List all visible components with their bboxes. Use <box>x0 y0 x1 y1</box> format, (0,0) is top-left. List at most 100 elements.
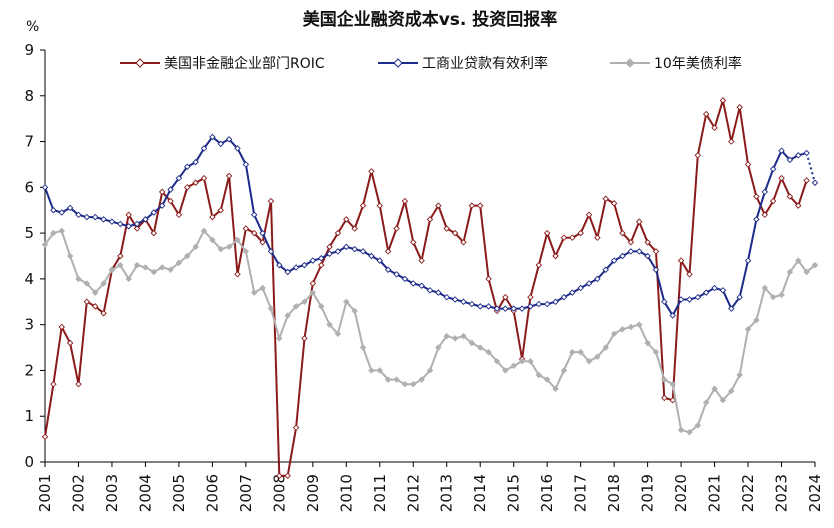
data-point-roic <box>627 239 635 246</box>
data-point-roic <box>158 188 166 196</box>
data-point-loan-rate <box>359 248 367 255</box>
data-point-loan-rate <box>384 266 392 273</box>
data-point-treasury <box>518 358 526 365</box>
data-point-loan-rate <box>150 209 158 216</box>
x-tick-label: 2014 <box>471 474 489 512</box>
y-tick-label: 0 <box>24 453 34 471</box>
data-point-roic <box>552 252 559 260</box>
data-point-roic <box>502 293 509 301</box>
x-tick-label: 2011 <box>371 474 389 512</box>
data-point-treasury <box>58 227 65 235</box>
data-point-treasury <box>426 367 434 374</box>
data-point-roic <box>418 257 425 264</box>
x-tick-label: 2017 <box>572 474 590 512</box>
data-point-roic <box>569 234 576 241</box>
data-point-treasury <box>636 321 643 328</box>
data-point-loan-rate <box>728 305 735 312</box>
data-point-roic <box>401 197 409 205</box>
legend-item-loan-rate: 工商业贷款有效利率 <box>378 55 548 72</box>
data-point-loan-rate <box>451 296 459 303</box>
data-point-treasury <box>602 344 609 351</box>
data-point-loan-rate <box>242 161 250 168</box>
data-point-treasury <box>552 385 559 392</box>
data-point-roic <box>468 202 476 209</box>
data-point-roic <box>560 234 568 241</box>
data-point-treasury <box>443 332 450 340</box>
data-point-loan-rate <box>795 152 802 159</box>
data-point-treasury <box>711 385 718 392</box>
data-point-roic <box>661 394 668 402</box>
data-point-roic <box>234 271 241 278</box>
data-point-roic <box>485 275 492 283</box>
data-point-loan-rate <box>426 287 434 294</box>
data-point-treasury <box>502 367 509 374</box>
data-point-treasury <box>225 243 233 251</box>
data-point-roic <box>192 179 199 186</box>
data-point-treasury <box>677 426 685 434</box>
data-point-treasury <box>276 335 283 342</box>
data-point-roic <box>535 261 543 269</box>
data-point-treasury <box>435 344 442 351</box>
data-point-treasury <box>619 326 626 333</box>
data-point-loan-rate <box>594 275 601 283</box>
data-point-loan-rate <box>50 206 57 214</box>
data-point-roic <box>577 229 584 237</box>
x-tick-label: 2002 <box>69 474 87 512</box>
x-tick-label: 2015 <box>505 474 523 512</box>
series-layer <box>41 97 819 479</box>
data-point-roic <box>393 225 400 232</box>
data-point-treasury <box>117 261 124 269</box>
data-point-loan-rate <box>468 300 476 308</box>
data-point-roic <box>702 110 710 118</box>
data-point-treasury <box>267 305 275 312</box>
data-point-treasury <box>493 358 501 365</box>
data-point-loan-rate <box>251 211 258 219</box>
data-point-roic <box>619 229 626 237</box>
data-point-loan-rate <box>125 223 132 230</box>
data-point-loan-rate <box>142 216 149 223</box>
data-point-treasury <box>167 266 174 273</box>
data-point-roic <box>786 193 794 200</box>
data-point-roic <box>761 211 769 219</box>
data-point-treasury <box>200 227 208 235</box>
data-point-loan-rate <box>167 186 174 193</box>
data-point-roic <box>451 229 459 237</box>
data-point-loan-rate <box>518 305 526 312</box>
data-point-roic <box>200 174 208 182</box>
data-point-roic <box>292 424 300 431</box>
data-point-roic <box>795 202 802 209</box>
data-point-treasury <box>468 339 476 347</box>
series-loan-rate <box>41 133 819 319</box>
data-point-loan-rate <box>577 284 584 292</box>
data-point-loan-rate <box>602 266 609 273</box>
data-point-roic <box>803 177 810 184</box>
data-point-treasury <box>100 280 107 287</box>
x-tick-label: 2020 <box>672 474 690 512</box>
data-point-treasury <box>753 316 760 324</box>
data-point-treasury <box>91 289 99 296</box>
data-point-roic <box>343 216 350 223</box>
data-point-loan-rate <box>769 165 777 173</box>
data-point-treasury <box>585 358 593 365</box>
data-point-roic <box>644 239 651 246</box>
data-point-loan-rate <box>66 204 74 212</box>
data-point-loan-rate <box>711 284 718 292</box>
data-point-roic <box>426 216 434 223</box>
y-tick-label: 8 <box>24 87 34 105</box>
data-point-treasury <box>317 303 325 310</box>
data-point-roic <box>175 211 183 219</box>
data-point-loan-rate <box>108 218 116 225</box>
data-point-roic <box>167 197 174 205</box>
data-point-treasury <box>485 348 492 356</box>
x-tick-label: 2010 <box>337 474 355 512</box>
data-point-roic <box>66 339 74 347</box>
data-point-treasury <box>460 332 467 340</box>
data-point-loan-rate <box>636 248 643 255</box>
data-point-loan-rate <box>41 184 49 191</box>
data-point-loan-rate <box>435 289 442 296</box>
data-point-roic <box>309 280 317 287</box>
data-point-loan-rate <box>217 140 224 148</box>
data-point-roic <box>83 298 91 306</box>
data-point-treasury <box>560 367 568 374</box>
data-point-roic <box>376 202 384 209</box>
